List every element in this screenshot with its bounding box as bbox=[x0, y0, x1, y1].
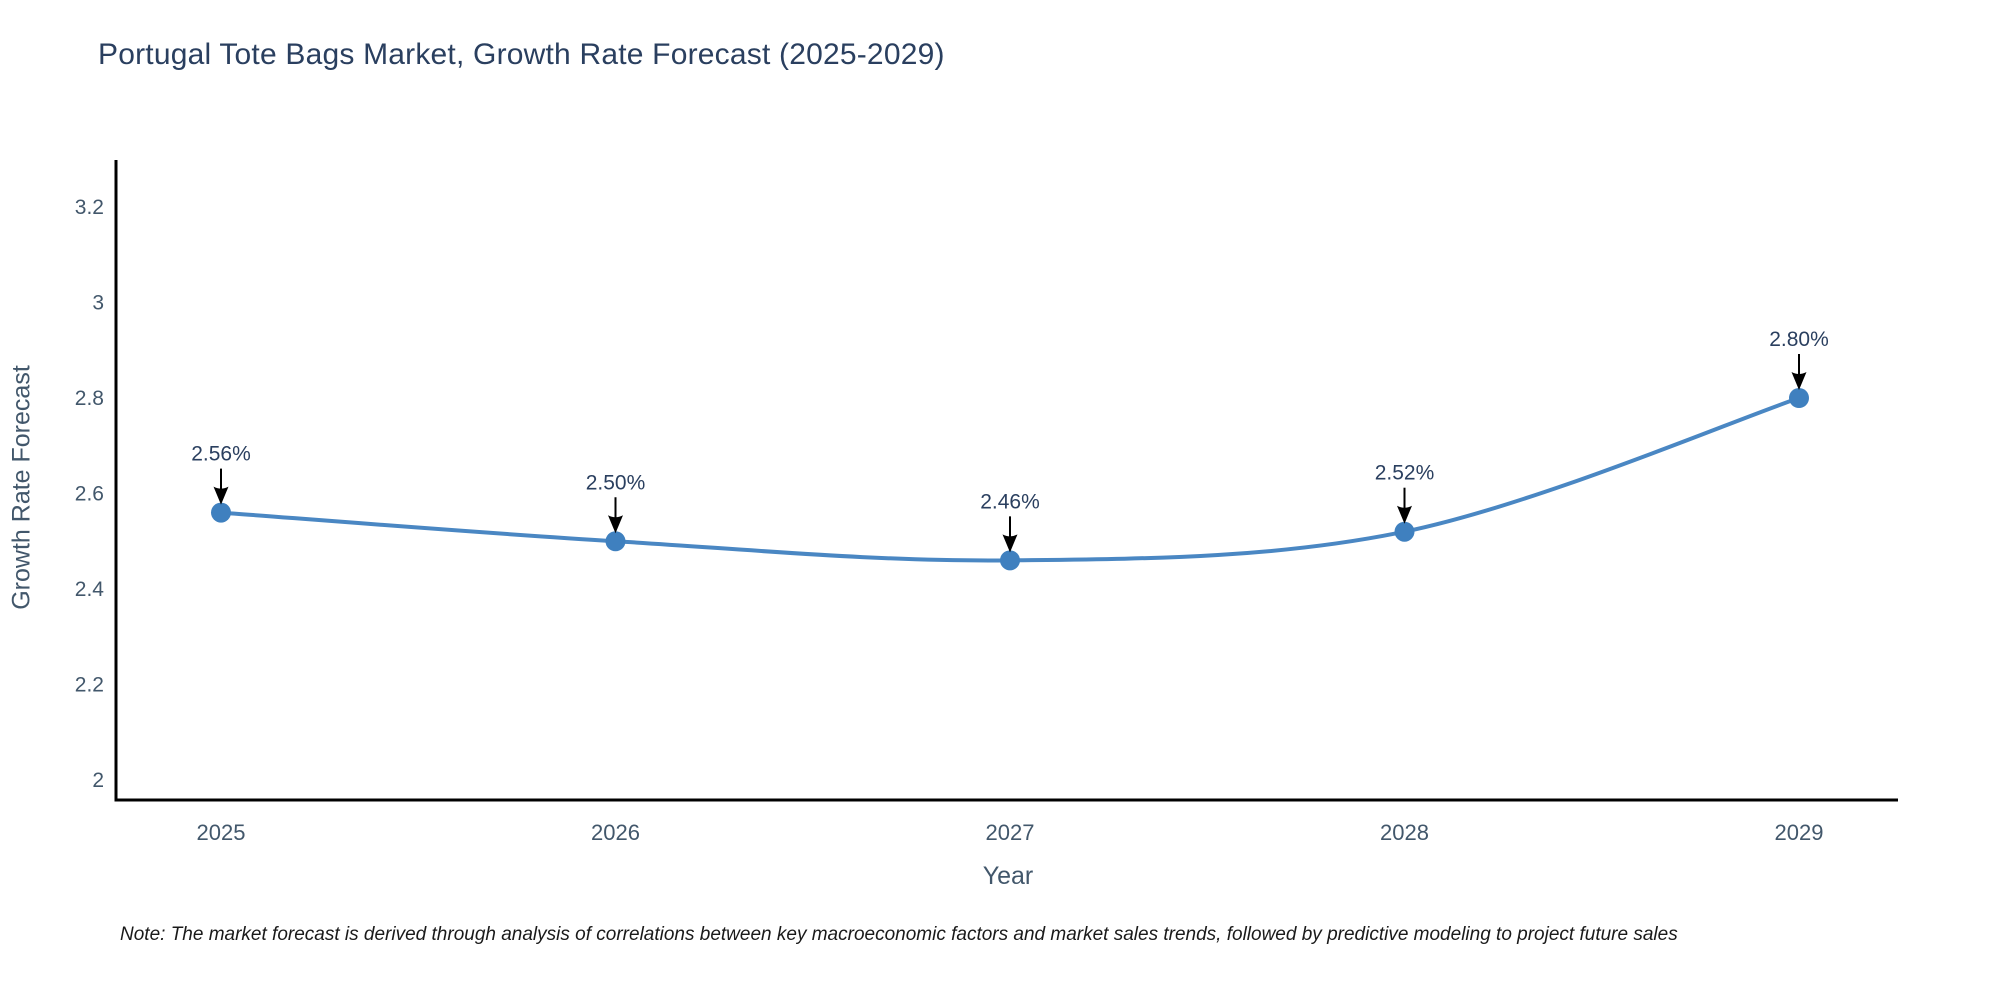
y-tick-label: 3 bbox=[92, 292, 104, 315]
annotation-arrowhead-icon bbox=[1002, 534, 1018, 553]
annotation-arrowhead-icon bbox=[1397, 505, 1412, 524]
data-point-marker[interactable] bbox=[211, 502, 231, 523]
x-tick-label: 2026 bbox=[591, 820, 640, 845]
y-tick-label: 2.8 bbox=[75, 387, 104, 410]
y-tick-label: 2.4 bbox=[75, 578, 105, 601]
annotation-arrowhead-icon bbox=[1791, 372, 1807, 390]
x-tick-label: 2025 bbox=[197, 820, 246, 845]
data-point-marker[interactable] bbox=[1789, 388, 1809, 408]
chart-title: Portugal Tote Bags Market, Growth Rate F… bbox=[98, 38, 945, 71]
y-tick-label: 3.2 bbox=[75, 196, 104, 219]
y-tick-label: 2 bbox=[92, 769, 104, 792]
data-point-marker[interactable] bbox=[1000, 550, 1020, 571]
y-tick-label: 2.6 bbox=[75, 483, 104, 506]
x-tick-label: 2028 bbox=[1380, 820, 1429, 845]
data-point-label: 2.56% bbox=[191, 443, 251, 466]
footnote: Note: The market forecast is derived thr… bbox=[120, 924, 1678, 945]
annotation-arrowhead-icon bbox=[213, 486, 229, 505]
x-tick-label: 2029 bbox=[1775, 820, 1824, 845]
data-point-label: 2.80% bbox=[1769, 328, 1829, 351]
data-point-label: 2.52% bbox=[1375, 462, 1435, 485]
data-point-marker[interactable] bbox=[605, 531, 626, 552]
y-tick-label: 2.2 bbox=[75, 674, 104, 697]
data-point-marker[interactable] bbox=[1394, 521, 1415, 542]
data-point-label: 2.46% bbox=[980, 490, 1040, 513]
x-axis-title: Year bbox=[982, 862, 1034, 890]
y-axis-title: Growth Rate Forecast bbox=[7, 365, 36, 610]
data-point-label: 2.50% bbox=[586, 471, 646, 494]
x-tick-label: 2027 bbox=[986, 820, 1035, 845]
annotation-arrowhead-icon bbox=[608, 515, 623, 534]
